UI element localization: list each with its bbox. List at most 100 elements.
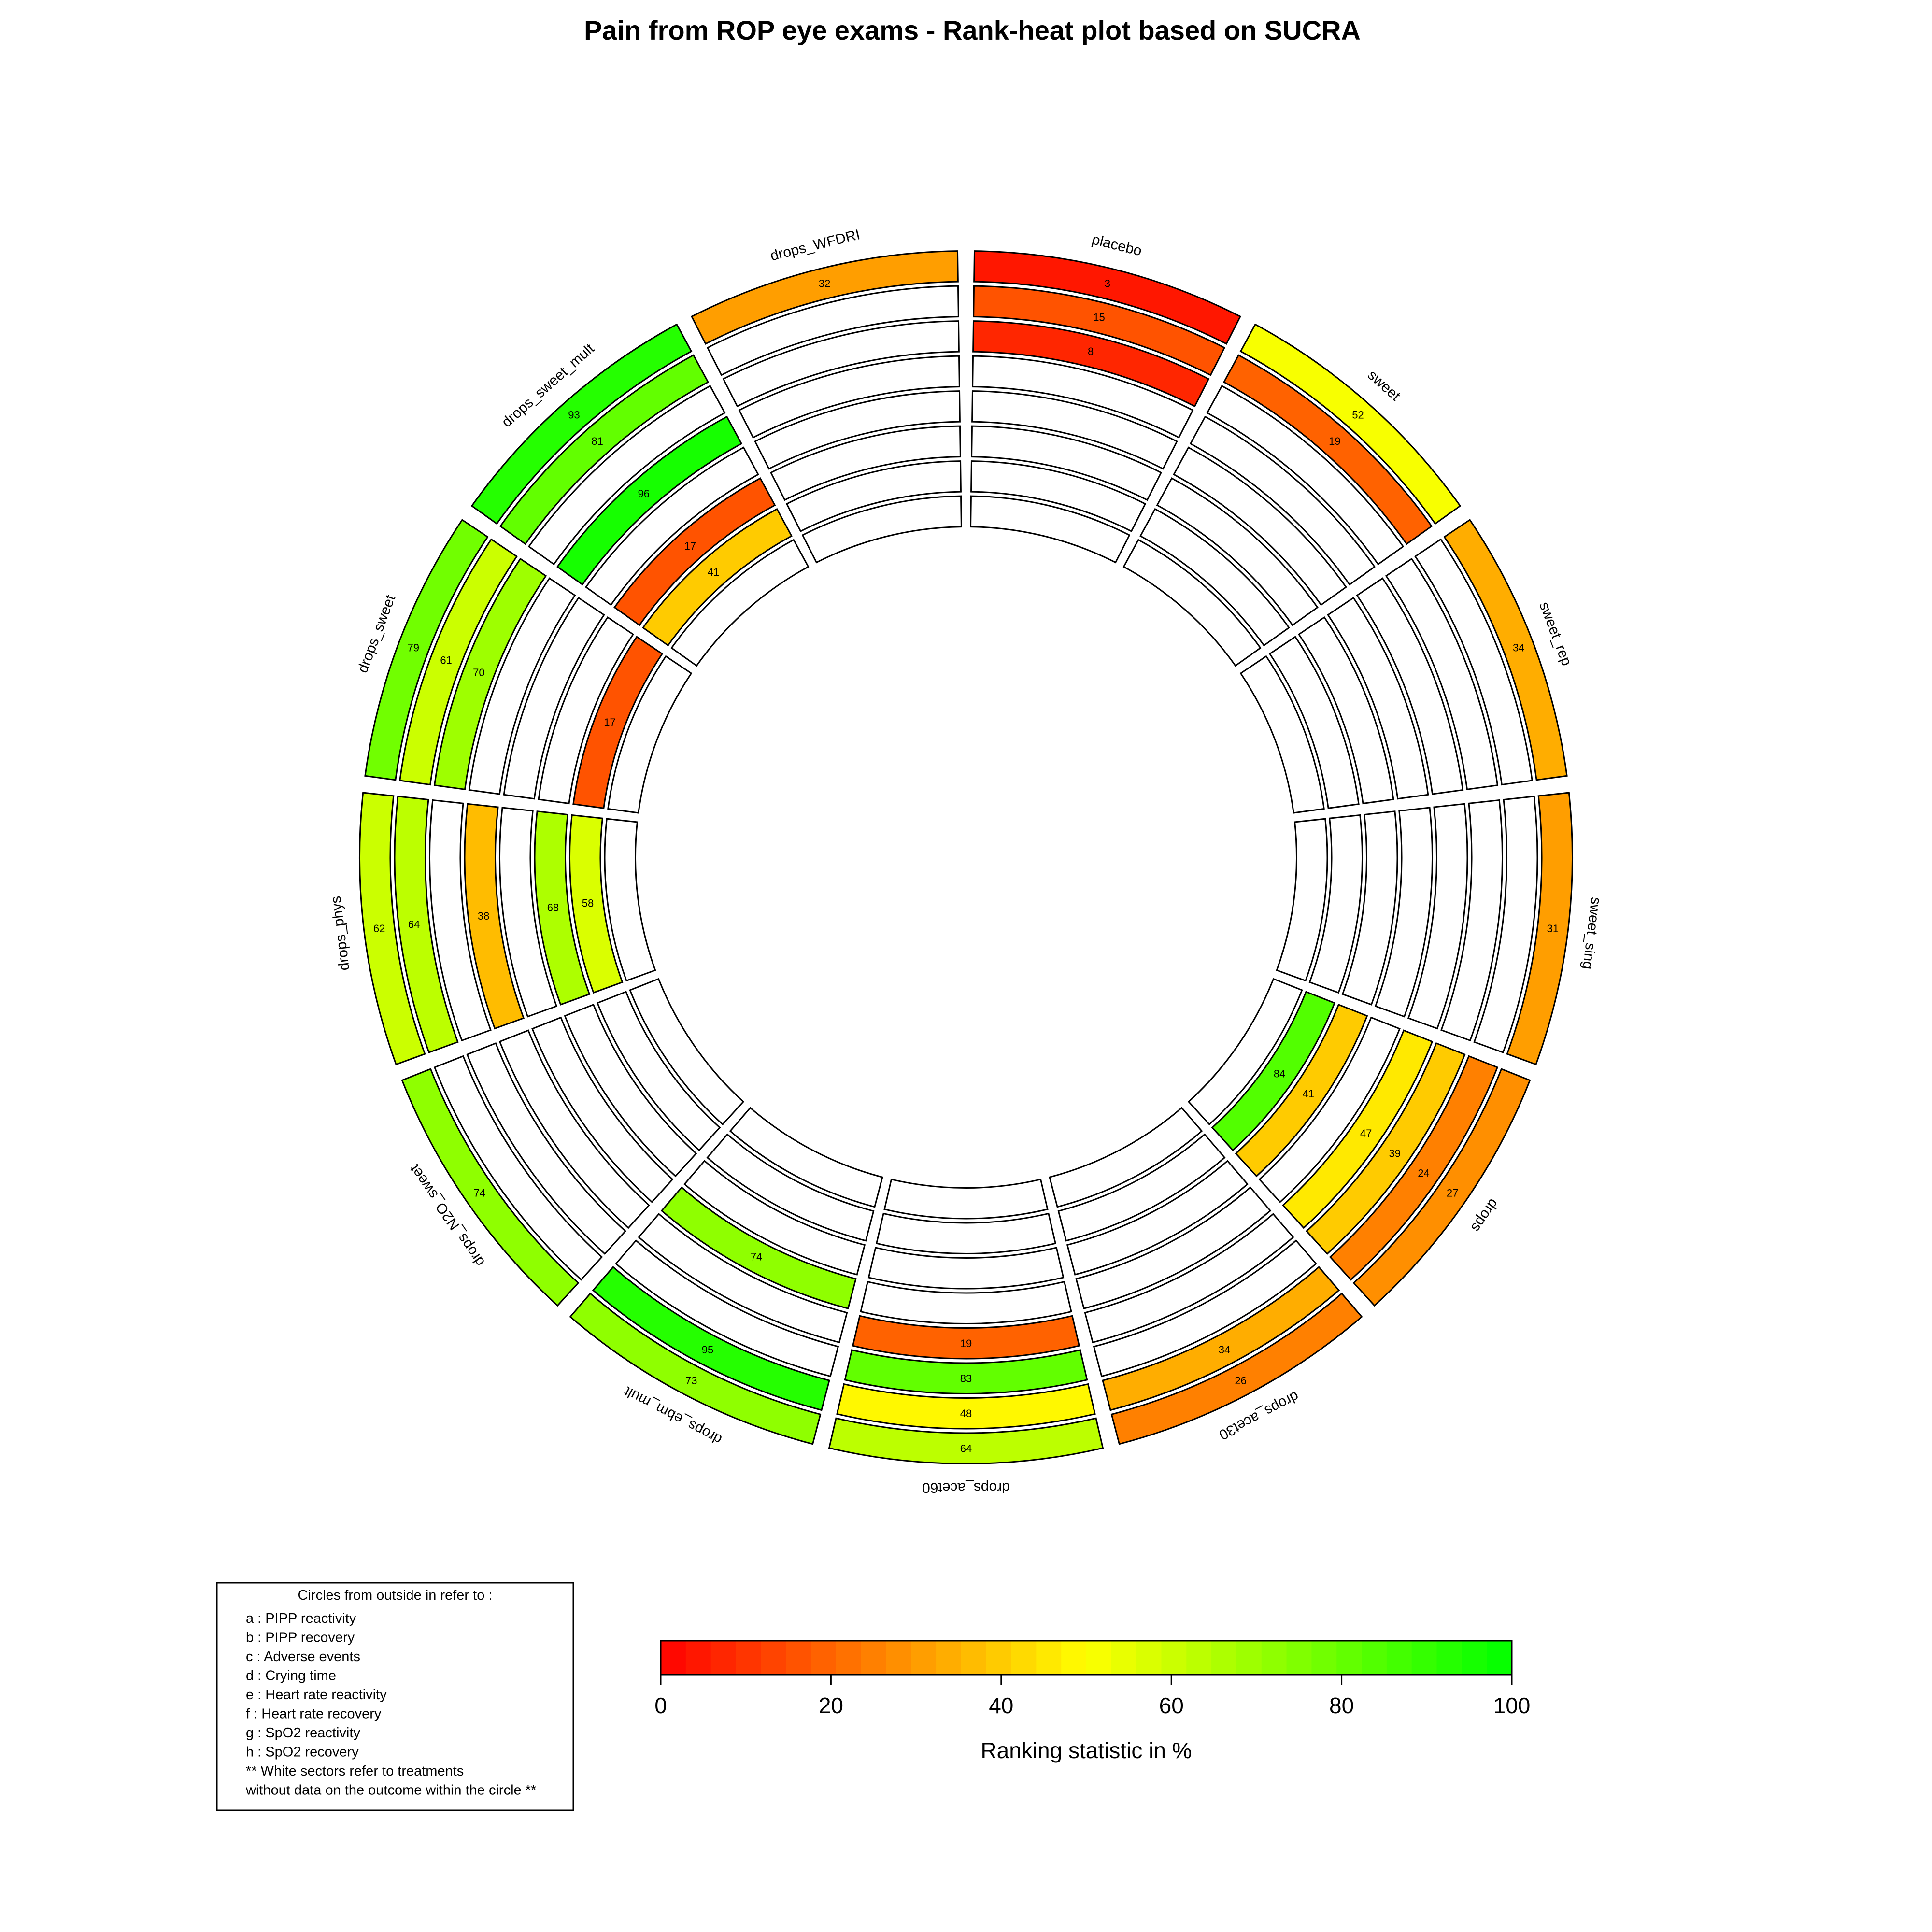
- value-label: 74: [474, 1187, 485, 1199]
- legend-line: c : Adverse events: [246, 1649, 360, 1664]
- sector-a-drops-ebm-mult: [569, 1293, 822, 1445]
- value-label: 81: [591, 435, 603, 447]
- sector-g-drops-WFDRI: [785, 460, 962, 532]
- value-label: 93: [568, 409, 580, 421]
- sector-f-drops-acet60: [867, 1247, 1065, 1290]
- colorbar-swatch: [786, 1641, 811, 1675]
- sector-c-drops-acet30: [1093, 1239, 1317, 1378]
- value-label: 38: [478, 910, 489, 922]
- sector-g-drops-acet60: [875, 1212, 1057, 1254]
- legend-box: Circles from outside in refer to : a : PI…: [216, 1582, 574, 1811]
- colorbar-swatch: [1186, 1641, 1212, 1675]
- sector-c-drops-ebm-mult: [615, 1239, 839, 1378]
- sector-b-placebo: [973, 285, 1226, 376]
- value-label: 3: [1105, 277, 1110, 289]
- sector-d-drops-ebm-mult: [638, 1213, 848, 1344]
- sector-b-sweet: [1223, 354, 1433, 545]
- sector-g-drops: [1211, 991, 1335, 1151]
- sector-h-drops-ebm-mult: [729, 1107, 883, 1208]
- sector-a-sweet-rep: [1443, 519, 1568, 781]
- value-label: 24: [1418, 1167, 1429, 1179]
- sector-c-drops: [1306, 1042, 1466, 1255]
- value-label: 17: [604, 716, 615, 728]
- value-label: 68: [547, 901, 559, 913]
- value-label: 62: [373, 923, 385, 935]
- sector-c-drops-N2O-sweet: [466, 1042, 626, 1255]
- sector-h-drops: [1187, 978, 1303, 1126]
- sector-d-sweet-sing: [1407, 803, 1468, 1030]
- colorbar-swatch: [1411, 1641, 1437, 1675]
- value-label: 84: [1274, 1068, 1285, 1080]
- colorbar-title: Ranking statistic in %: [980, 1738, 1192, 1763]
- sector-g-sweet-rep: [1268, 636, 1360, 809]
- sector-e-drops-ebm-mult: [660, 1186, 857, 1309]
- value-label: 41: [1303, 1088, 1314, 1100]
- colorbar-swatch: [1286, 1641, 1312, 1675]
- sector-h-drops-phys: [604, 818, 656, 982]
- sector-d-drops-sweet: [468, 577, 576, 795]
- sector-b-drops-acet30: [1102, 1266, 1340, 1411]
- colorbar-tick-label: 40: [989, 1693, 1013, 1718]
- sector-c-drops-WFDRI: [722, 320, 960, 408]
- value-label: 64: [408, 918, 420, 930]
- sector-f-drops-N2O-sweet: [564, 1004, 697, 1178]
- sector-e-placebo: [971, 390, 1178, 470]
- colorbar-swatch: [736, 1641, 761, 1675]
- colorbar-tick-label: 20: [819, 1693, 843, 1718]
- value-label: 47: [1360, 1127, 1372, 1139]
- sector-f-placebo: [971, 425, 1162, 501]
- value-label: 39: [1389, 1147, 1401, 1159]
- legend-line: f : Heart rate recovery: [246, 1706, 382, 1722]
- sector-h-sweet-rep: [1239, 655, 1325, 814]
- sector-b-drops-phys: [394, 796, 459, 1053]
- value-label: 19: [960, 1337, 972, 1350]
- value-label: 52: [1352, 409, 1364, 421]
- colorbar-tick-label: 60: [1159, 1693, 1184, 1718]
- sector-e-sweet: [1173, 446, 1347, 606]
- sector-d-drops-acet30: [1084, 1213, 1294, 1344]
- sector-b-drops: [1329, 1055, 1499, 1281]
- sector-a-drops-N2O-sweet: [401, 1068, 580, 1307]
- sector-f-drops-sweet-mult: [613, 477, 776, 626]
- colorbar-swatch: [1386, 1641, 1412, 1675]
- colorbar-swatch: [1011, 1641, 1037, 1675]
- colorbar-swatch: [661, 1641, 686, 1675]
- sector-f-sweet: [1156, 477, 1319, 626]
- value-label: 8: [1088, 345, 1094, 357]
- sector-h-drops-WFDRI: [801, 495, 962, 564]
- sector-h-drops-N2O-sweet: [629, 978, 745, 1126]
- sector-a-drops-WFDRI: [691, 250, 959, 345]
- colorbar-swatch: [1462, 1641, 1487, 1675]
- sector-g-drops-phys: [569, 814, 624, 994]
- sector-e-drops-sweet-mult: [585, 446, 759, 606]
- sector-a-placebo: [973, 250, 1241, 345]
- legend-line: b : PIPP recovery: [246, 1630, 355, 1646]
- value-label: 74: [751, 1250, 762, 1263]
- sector-e-sweet-rep: [1327, 597, 1429, 800]
- sector-h-sweet-sing: [1276, 818, 1328, 982]
- sector-e-sweet-sing: [1374, 807, 1433, 1018]
- sector-e-drops-sweet: [503, 597, 605, 800]
- value-label: 95: [702, 1344, 713, 1356]
- sector-g-drops-N2O-sweet: [597, 991, 721, 1151]
- sector-e-drops-acet30: [1075, 1186, 1272, 1309]
- value-label: 83: [960, 1372, 972, 1384]
- sector-f-drops: [1235, 1004, 1368, 1178]
- sector-a-sweet-sing: [1506, 792, 1573, 1065]
- sector-a-drops-acet60: [828, 1417, 1104, 1464]
- sector-g-drops-ebm-mult: [706, 1133, 875, 1242]
- colorbar-swatch: [685, 1641, 711, 1675]
- sector-d-drops-acet60: [852, 1315, 1080, 1360]
- sector-h-placebo: [970, 495, 1131, 564]
- treatment-label-drops-acet60: drops_acet60: [922, 1480, 1010, 1496]
- sector-h-drops-sweet: [607, 655, 693, 814]
- value-label: 17: [684, 540, 696, 552]
- sector-g-sweet: [1139, 508, 1290, 647]
- sector-b-drops-sweet-mult: [499, 354, 709, 545]
- colorbar-tick-label: 100: [1493, 1693, 1531, 1718]
- value-label: 73: [685, 1375, 697, 1387]
- sector-f-drops-ebm-mult: [683, 1160, 866, 1276]
- sector-c-drops-sweet-mult: [527, 384, 726, 566]
- colorbar-swatch: [886, 1641, 911, 1675]
- value-label: 58: [582, 897, 594, 909]
